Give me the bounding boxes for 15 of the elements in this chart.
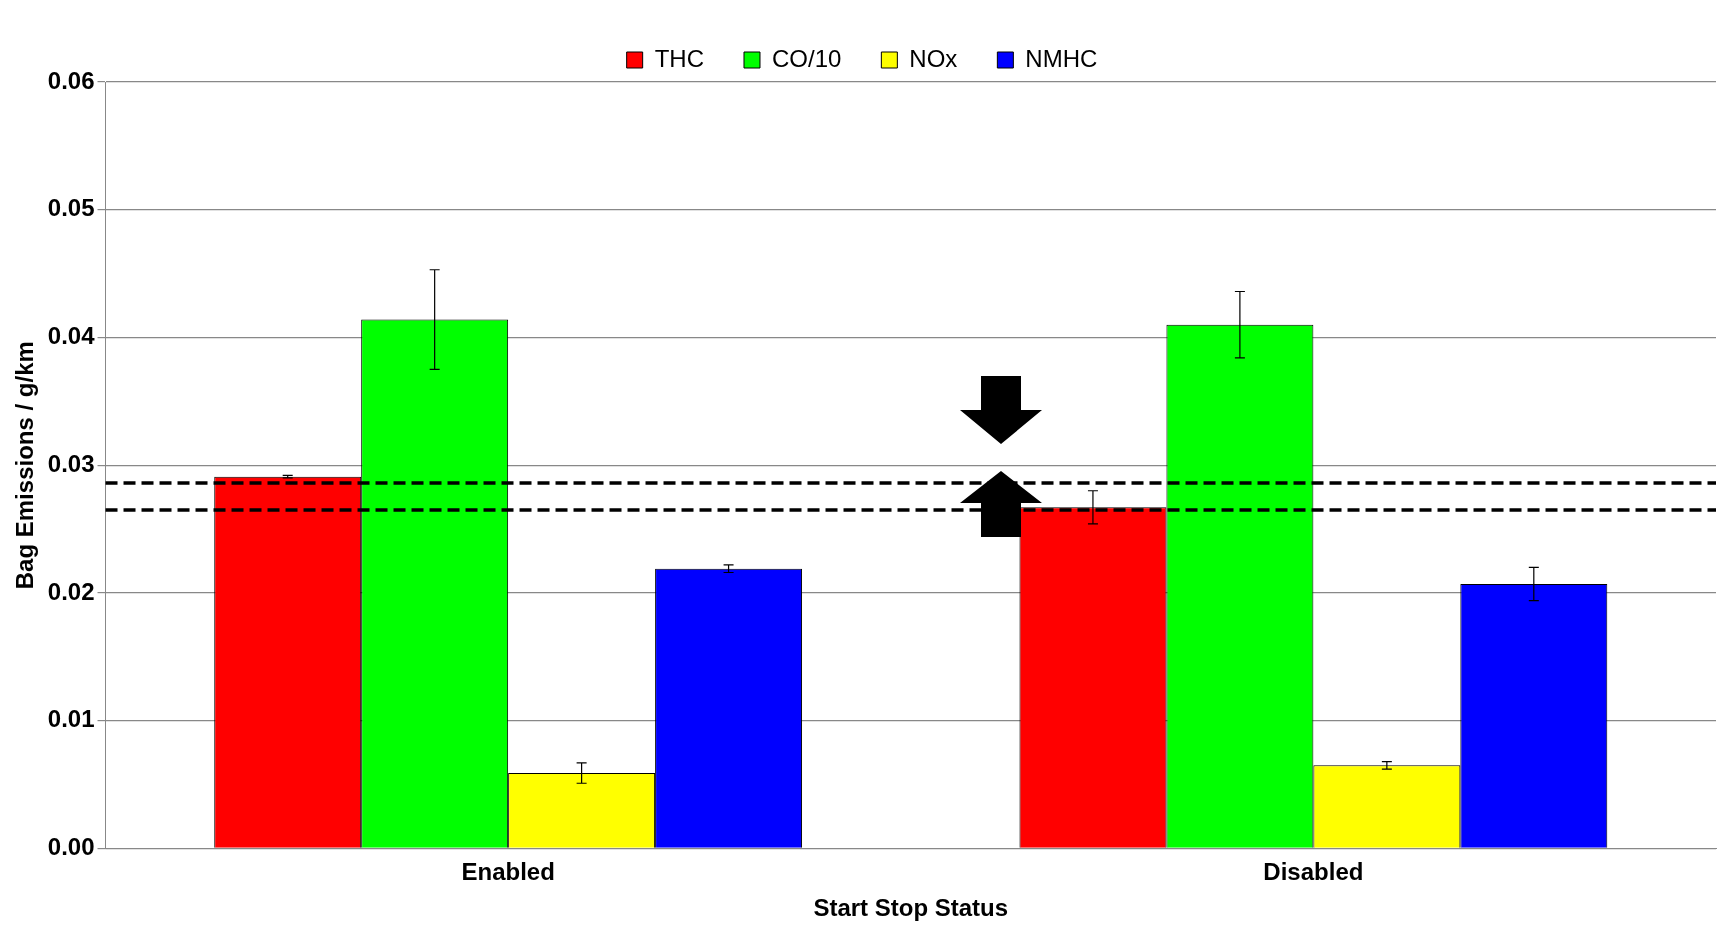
- y-tick-label: 0.04: [47, 322, 96, 350]
- y-tick-label: 0.00: [47, 833, 95, 861]
- legend-label: CO/10: [771, 44, 842, 72]
- y-tick-label: 0.06: [47, 66, 95, 94]
- y-axis-title: Bag Emissions / g/km: [11, 341, 39, 590]
- y-tick-label: 0.03: [47, 449, 95, 477]
- x-tick-label: Disabled: [1263, 858, 1364, 886]
- legend-label: NMHC: [1025, 44, 1098, 72]
- y-tick-label: 0.02: [47, 577, 95, 605]
- x-tick-label: Enabled: [461, 858, 555, 886]
- y-tick-label: 0.05: [47, 194, 95, 222]
- y-tick-label: 0.01: [47, 705, 95, 733]
- x-axis-title: Start Stop Status: [813, 894, 1009, 922]
- legend-label: NOx: [909, 44, 958, 72]
- legend-label: THC: [654, 44, 704, 72]
